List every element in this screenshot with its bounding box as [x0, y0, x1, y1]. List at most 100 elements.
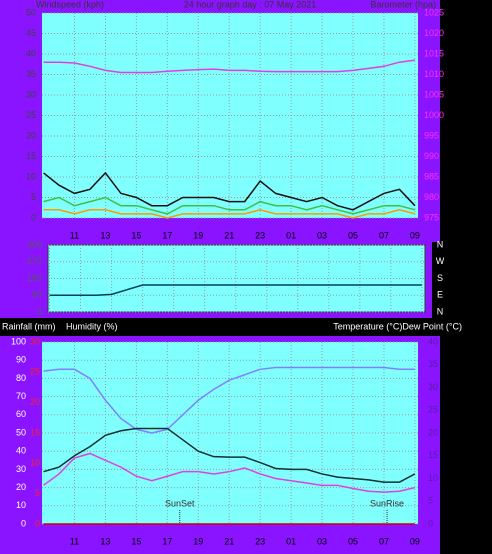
chart-title: 24 hour graph day : 07 May 2021: [184, 0, 317, 9]
x-tick-label: 19: [193, 230, 203, 240]
x-tick-label: 09: [410, 230, 420, 240]
y-tick-label: 1025: [424, 7, 444, 17]
x-tick-label: 05: [348, 536, 358, 546]
y-tick-label: 40: [16, 446, 26, 456]
x-tick-label: 05: [348, 230, 358, 240]
y-tick-label: 15: [30, 427, 40, 437]
y-tick-label: 10: [16, 500, 26, 510]
y-tick-label: 1015: [424, 48, 444, 58]
y-tick-label: 30: [30, 336, 40, 346]
y-tick-label: 0: [428, 518, 433, 528]
series-line: [43, 171, 416, 211]
annotation: SunRise: [370, 498, 404, 508]
x-tick-label: 23: [255, 536, 265, 546]
y-tick-label: 0: [37, 306, 42, 316]
y-tick-label: 1005: [424, 89, 444, 99]
y-tick-label: 5: [428, 496, 433, 506]
y-tick-label: S: [437, 273, 443, 283]
x-tick-label: 21: [224, 536, 234, 546]
y-tick-label: 985: [424, 171, 439, 181]
x-tick-label: 19: [193, 536, 203, 546]
x-tick-label: 17: [162, 536, 172, 546]
y-tick-label: 30: [428, 382, 438, 392]
y-tick-label: E: [437, 290, 443, 300]
series-line: [43, 196, 416, 215]
y-tick-label: 15: [26, 151, 36, 161]
temp-plot-area: [42, 342, 418, 524]
series-line: [43, 366, 415, 434]
x-tick-label: 07: [379, 230, 389, 240]
y-tick-label: N: [437, 306, 444, 316]
y-tick-label: 35: [26, 69, 36, 79]
x-tick-label: 17: [162, 230, 172, 240]
y-tick-label: 975: [424, 212, 439, 222]
y-tick-label: 270: [27, 256, 42, 266]
y-tick-label: 990: [424, 151, 439, 161]
y-tick-label: 30: [16, 464, 26, 474]
y-tick-label: 20: [30, 397, 40, 407]
y-tick-label: 0: [21, 518, 26, 528]
y-tick-label: 20: [16, 482, 26, 492]
y-tick-label: 100: [11, 336, 26, 346]
x-tick-label: 01: [286, 536, 296, 546]
y-tick-label: 0: [35, 518, 40, 528]
x-tick-label: 09: [410, 536, 420, 546]
wind-plot-area: [42, 13, 418, 218]
y-tick-label: 40: [428, 336, 438, 346]
y-tick-label: 995: [424, 130, 439, 140]
x-tick-label: 03: [317, 230, 327, 240]
y-tick-label: 40: [26, 48, 36, 58]
y-tick-label: 10: [26, 171, 36, 181]
y-tick-label: 50: [16, 427, 26, 437]
baro-label: Barometer (hpa): [370, 0, 436, 9]
y-tick-label: 25: [428, 405, 438, 415]
y-tick-label: 980: [424, 192, 439, 202]
y-tick-label: 30: [26, 89, 36, 99]
y-tick-label: 1020: [424, 28, 444, 38]
series-line: [43, 209, 416, 219]
y-tick-label: 25: [26, 110, 36, 120]
y-tick-label: 5: [31, 192, 36, 202]
humidity-label: Humidity (%): [66, 321, 118, 331]
y-tick-label: 20: [26, 130, 36, 140]
y-tick-label: 90: [32, 290, 42, 300]
rain-label: Rainfall (mm): [2, 321, 56, 331]
series-line: [49, 284, 422, 296]
y-tick-label: 1000: [424, 110, 444, 120]
x-tick-label: 11: [70, 230, 79, 240]
x-tick-label: 15: [131, 230, 141, 240]
y-tick-label: 50: [26, 7, 36, 17]
y-tick-label: 25: [30, 367, 40, 377]
wind-label: Windspeed (kph): [36, 0, 104, 9]
y-tick-label: 1010: [424, 69, 444, 79]
x-tick-label: 01: [286, 230, 296, 240]
y-tick-label: 180: [27, 273, 42, 283]
series-line: [43, 452, 416, 493]
y-tick-label: N: [437, 239, 444, 249]
x-tick-label: 21: [224, 230, 234, 240]
y-tick-label: 60: [16, 409, 26, 419]
x-tick-label: 13: [100, 230, 110, 240]
x-tick-label: 13: [100, 536, 110, 546]
y-tick-label: 45: [26, 28, 36, 38]
temp-label: Temperature (°C)Dew Point (°C): [333, 321, 462, 331]
series-line: [43, 427, 416, 483]
y-tick-label: 0: [31, 212, 36, 222]
y-tick-label: 10: [30, 458, 40, 468]
y-tick-label: 5: [35, 488, 40, 498]
series-line: [43, 59, 416, 74]
x-tick-label: 23: [255, 230, 265, 240]
y-tick-label: 15: [428, 450, 438, 460]
y-tick-label: 70: [16, 391, 26, 401]
y-tick-label: 360: [27, 239, 42, 249]
y-tick-label: 10: [428, 473, 438, 483]
y-tick-label: 80: [16, 373, 26, 383]
annotation: SunSet: [165, 498, 195, 508]
y-tick-label: W: [436, 256, 445, 266]
dir-plot-area: [47, 244, 426, 313]
x-tick-label: 15: [131, 536, 141, 546]
y-tick-label: 90: [16, 355, 26, 365]
y-tick-label: 35: [428, 359, 438, 369]
x-tick-label: 03: [317, 536, 327, 546]
